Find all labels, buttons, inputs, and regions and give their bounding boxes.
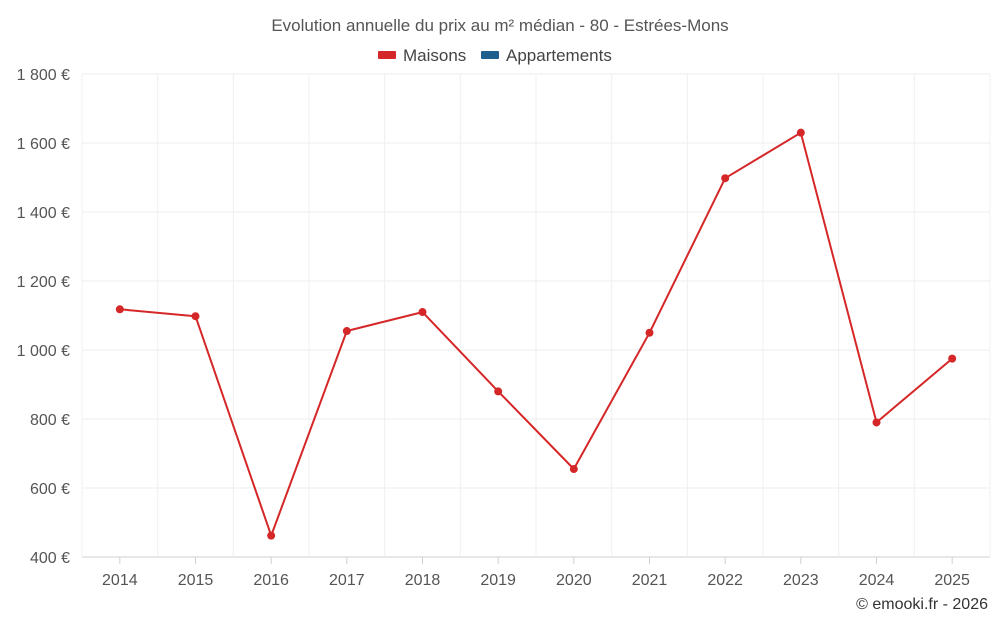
x-tick-label: 2017 (329, 572, 365, 589)
series-line-maisons (119, 131, 953, 537)
data-point[interactable] (115, 305, 124, 314)
data-point[interactable] (569, 465, 578, 474)
y-tick-label: 1 800 € (17, 67, 70, 84)
y-tick-label: 1 000 € (17, 343, 70, 360)
y-tick-label: 400 € (30, 550, 70, 567)
grid (81, 73, 991, 558)
x-axis: 2014 2015 2016 2017 2018 2019 2020 2021 2022 2023… (102, 557, 970, 589)
chart-title: Evolution annuelle du prix au m² médian … (271, 16, 728, 35)
x-tick-label: 2021 (632, 572, 668, 589)
x-tick-label: 2023 (783, 572, 819, 589)
x-tick-label: 2016 (253, 572, 289, 589)
data-point[interactable] (494, 387, 503, 396)
data-point[interactable] (342, 327, 351, 336)
data-point[interactable] (872, 418, 881, 427)
legend: Maisons Appartements (378, 46, 612, 65)
legend-label-appartements: Appartements (506, 46, 612, 65)
x-tick-label: 2025 (934, 572, 970, 589)
data-point[interactable] (948, 354, 957, 363)
legend-label-maisons: Maisons (403, 46, 466, 65)
data-point[interactable] (645, 328, 654, 337)
y-tick-label: 1 400 € (17, 205, 70, 222)
data-point[interactable] (418, 308, 427, 317)
x-tick-label: 2015 (178, 572, 214, 589)
footer-credit: © emooki.fr - 2026 (856, 596, 988, 613)
legend-item-appartements[interactable]: Appartements (481, 46, 612, 65)
data-point[interactable] (191, 312, 200, 321)
legend-item-maisons[interactable]: Maisons (378, 46, 466, 65)
y-tick-label: 1 600 € (17, 136, 70, 153)
legend-swatch-appartements (481, 51, 499, 59)
y-tick-label: 1 200 € (17, 274, 70, 291)
data-point[interactable] (796, 128, 805, 137)
y-tick-label: 800 € (30, 412, 70, 429)
x-tick-label: 2024 (859, 572, 895, 589)
legend-swatch-maisons (378, 51, 396, 59)
x-tick-label: 2022 (707, 572, 743, 589)
x-tick-label: 2014 (102, 572, 138, 589)
y-axis: 400 € 600 € 800 € 1 000 € 1 200 € 1 400 € 1 60… (17, 67, 70, 567)
data-point[interactable] (721, 174, 730, 183)
x-tick-label: 2019 (480, 572, 516, 589)
y-tick-label: 600 € (30, 481, 70, 498)
x-tick-label: 2020 (556, 572, 592, 589)
data-point[interactable] (267, 531, 276, 540)
x-tick-label: 2018 (405, 572, 441, 589)
plot-area (115, 128, 957, 540)
